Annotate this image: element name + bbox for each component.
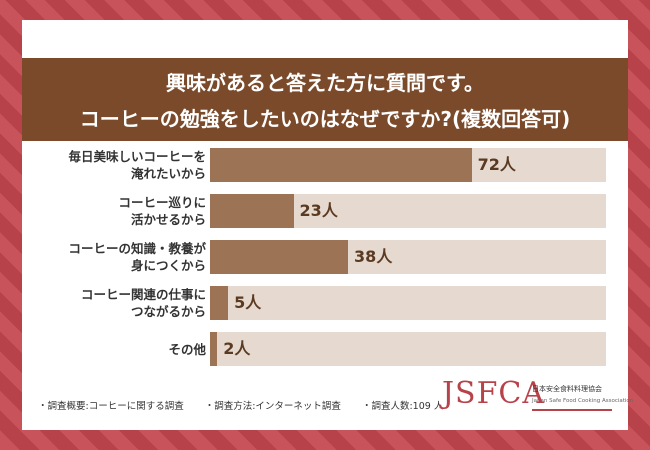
category-label: コーヒーの知識・教養が 身につくから: [68, 241, 206, 273]
bar-chart: 毎日美味しいコーヒーを 淹れたいから 72人 コーヒー巡りに 活かせるから 23人 コー…: [22, 20, 628, 430]
category-label: コーヒー巡りに 活かせるから: [118, 195, 206, 227]
logo-underline: [532, 409, 612, 411]
category-label: その他: [168, 341, 206, 357]
chart-title-line-2: コーヒーの勉強をしたいのはなぜですか?(複数回答可): [79, 107, 571, 131]
survey-method: ・調査方法:インターネット調査: [204, 401, 341, 412]
value-label: 72人: [477, 155, 516, 174]
value-label: 5人: [234, 293, 262, 312]
value-label: 23人: [299, 201, 338, 220]
survey-count: ・調査人数:109 人: [361, 401, 444, 412]
bar: [210, 332, 218, 366]
category-label: コーヒー関連の仕事に つながるから: [80, 287, 206, 319]
bar: [210, 148, 472, 182]
logo-name-jp: 日本安全食料料理協会: [532, 385, 602, 393]
category-label: 毎日美味しいコーヒーを 淹れたいから: [68, 149, 206, 181]
bar: [210, 194, 294, 228]
chart-title-line-1: 興味があると答えた方に質問です。: [166, 71, 484, 95]
value-label: 38人: [354, 247, 393, 266]
survey-overview: ・調査概要:コーヒーに関する調査: [38, 401, 184, 412]
logo-mark: JSFCA: [442, 376, 546, 411]
bar-track: [210, 286, 606, 320]
bar: [210, 240, 349, 274]
survey-footer: ・調査概要:コーヒーに関する調査 ・調査方法:インターネット調査 ・調査人数:1…: [38, 398, 461, 412]
bar: [210, 286, 229, 320]
logo-name-en: Japan Safe Food Cooking Association: [532, 398, 634, 404]
value-label: 2人: [223, 339, 251, 358]
infographic-card: 興味があると答えた方に質問です。 コーヒーの勉強をしたいのはなぜですか?(複数回…: [22, 20, 633, 430]
title-banner: 興味があると答えた方に質問です。 コーヒーの勉強をしたいのはなぜですか?(複数回…: [22, 58, 628, 141]
bar-track: [210, 332, 606, 366]
jsfca-logo: JSFCA 日本安全食料料理協会 Japan Safe Food Cooking…: [442, 376, 633, 420]
